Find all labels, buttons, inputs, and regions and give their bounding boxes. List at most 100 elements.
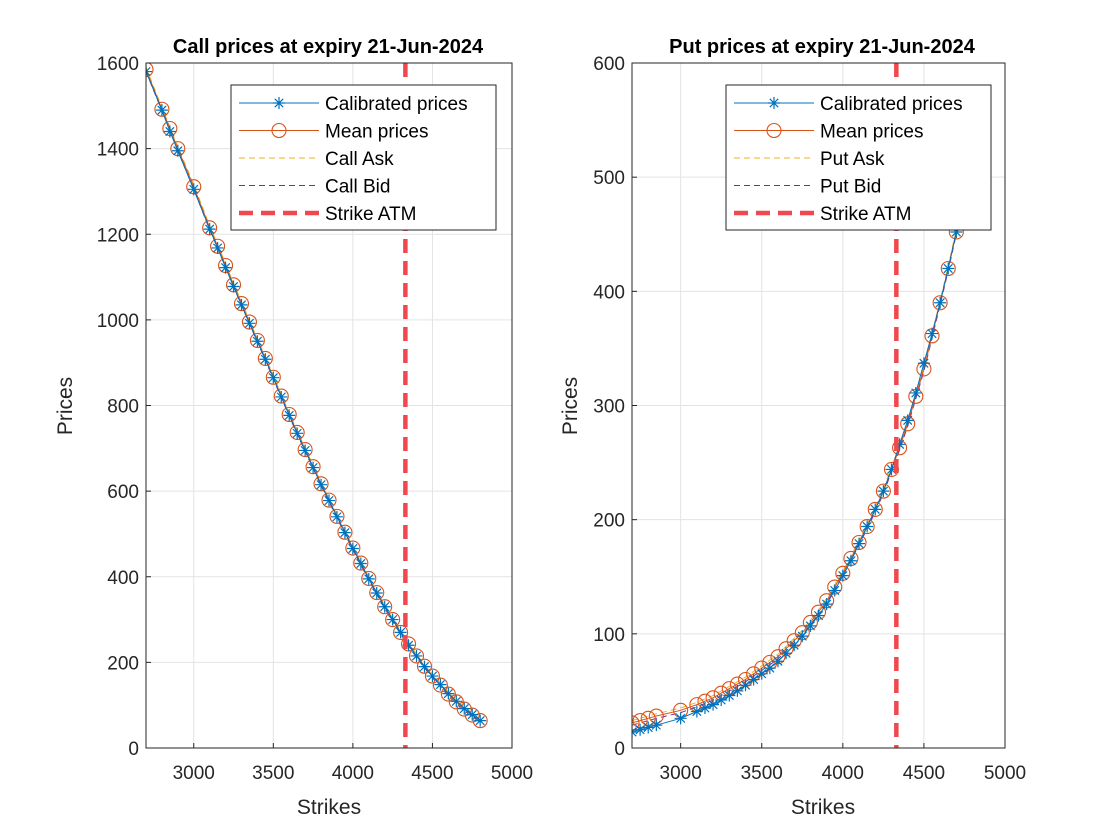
legend-marker (273, 97, 285, 109)
data-point (275, 390, 288, 403)
data-point (450, 695, 463, 708)
data-point (632, 715, 640, 731)
data-point (418, 660, 431, 673)
data-point (812, 609, 825, 622)
legend-label: Calibrated prices (820, 94, 963, 115)
y-tick-label: 600 (107, 482, 139, 503)
y-tick-label: 1000 (97, 311, 139, 332)
data-point (440, 686, 456, 702)
x-axis-label: Strikes (791, 796, 855, 819)
data-point (163, 125, 176, 138)
chart-title: Call prices at expiry 21-Jun-2024 (173, 36, 484, 58)
data-point (456, 701, 472, 717)
x-tick-label: 5000 (491, 763, 533, 784)
data-point (377, 599, 393, 615)
data-point (402, 639, 415, 652)
data-point (307, 461, 320, 474)
y-tick-label: 300 (593, 397, 625, 418)
y-tick-label: 400 (593, 282, 625, 303)
data-point (634, 723, 647, 736)
data-point (875, 483, 891, 499)
data-point (424, 668, 440, 684)
y-tick-label: 0 (128, 739, 139, 760)
axes-box (631, 62, 1006, 749)
data-point (323, 494, 335, 507)
data-point (885, 463, 898, 476)
data-point (867, 501, 883, 517)
legend-box (725, 84, 992, 231)
data-point (362, 572, 375, 585)
series-calibrated (632, 225, 963, 739)
legend-label: Call Ask (325, 149, 394, 170)
data-point (844, 554, 857, 567)
data-point (650, 719, 663, 732)
data-point (707, 698, 720, 711)
series-ask (146, 67, 481, 720)
data-point (426, 670, 439, 683)
data-point (917, 357, 930, 370)
data-point (361, 570, 377, 587)
data-point (861, 520, 874, 533)
legend-label: Call Bid (325, 177, 390, 198)
call-prices-chart: Call prices at expiry 21-Jun-2024 Strike… (54, 36, 533, 819)
data-point (369, 585, 385, 601)
y-tick-label: 600 (593, 54, 625, 75)
data-point (386, 613, 399, 626)
y-axis-label: Prices (559, 377, 582, 435)
x-tick-label: 4000 (332, 763, 374, 784)
data-point (723, 689, 736, 702)
data-point (932, 295, 948, 311)
legend-label: Mean prices (820, 122, 924, 143)
legend: Calibrated prices Mean prices Call Ask Call… (230, 84, 497, 231)
data-point (942, 262, 955, 275)
series-line (146, 67, 481, 720)
legend-marker (768, 97, 780, 109)
data-point (330, 510, 343, 523)
data-point (940, 260, 956, 277)
data-point (299, 444, 312, 457)
legend-box (230, 84, 497, 231)
data-point (771, 655, 784, 668)
data-point (755, 667, 768, 680)
data-point (315, 478, 328, 491)
data-point (836, 569, 849, 582)
data-point (466, 708, 479, 721)
legend-label: Calibrated prices (325, 94, 468, 115)
legend-label: Put Ask (820, 149, 885, 170)
data-point (698, 702, 711, 715)
legend-marker (271, 122, 287, 139)
data-point (235, 298, 248, 311)
data-point (281, 406, 297, 423)
data-point (211, 241, 224, 254)
x-tick-label: 4500 (903, 763, 945, 784)
data-point (345, 540, 361, 556)
data-point (227, 280, 240, 293)
data-point (828, 584, 841, 597)
data-point (674, 712, 687, 725)
data-point (442, 687, 455, 700)
data-point (267, 371, 280, 384)
series-line (146, 71, 481, 721)
data-point (329, 508, 345, 524)
y-tick-label: 1600 (97, 54, 139, 75)
x-tick-label: 4500 (411, 763, 453, 784)
legend-label: Put Bid (820, 177, 881, 198)
y-tick-label: 400 (107, 568, 139, 589)
data-point (155, 104, 168, 117)
y-axis-label: Prices (54, 377, 77, 435)
data-point (291, 427, 304, 440)
data-point (950, 225, 963, 238)
data-point (385, 612, 401, 628)
y-tick-label: 200 (593, 511, 625, 532)
data-point (859, 518, 875, 535)
data-point (820, 598, 833, 611)
data-point (171, 144, 184, 157)
chart-title: Put prices at expiry 21-Jun-2024 (669, 36, 976, 58)
data-point (243, 317, 256, 330)
legend-label: Mean prices (325, 122, 429, 143)
data-point (788, 639, 801, 652)
data-point (434, 678, 447, 691)
data-point (370, 587, 383, 600)
data-point (353, 555, 369, 571)
